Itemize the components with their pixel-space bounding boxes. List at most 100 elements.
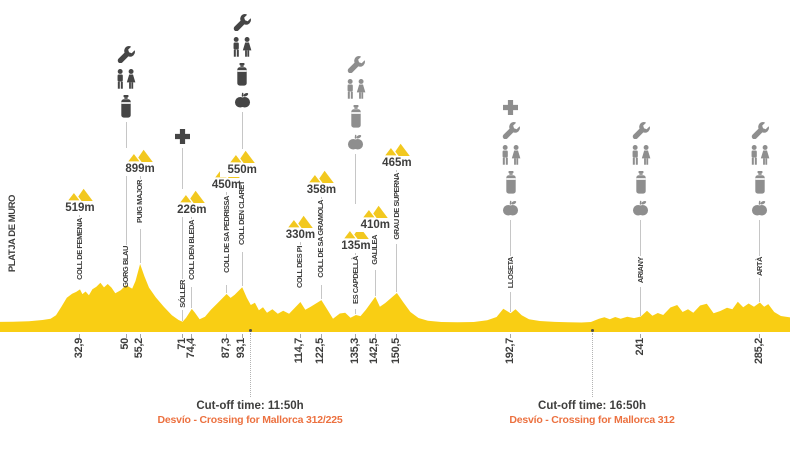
mountain-icon <box>178 189 206 203</box>
cutoff-marker-dot <box>590 329 594 332</box>
mountain-icon <box>307 169 335 183</box>
distance-label: 93,1 <box>235 338 248 359</box>
cutoff-detour-label: Desvío - Crossing for Mallorca 312 <box>509 414 675 426</box>
bottle-icon <box>635 171 647 194</box>
station-guide-line <box>396 244 398 292</box>
station-guide-line <box>241 112 243 180</box>
cross-icon <box>503 100 518 115</box>
altitude-label: 519m <box>65 202 95 214</box>
bottle-icon <box>350 105 362 128</box>
station-name-label: GALILEA <box>370 235 380 265</box>
altitude-label: 550m <box>227 164 257 176</box>
distance-label: 241 <box>633 338 646 356</box>
distance-tick <box>640 334 642 338</box>
altitude-badge: 410m <box>353 204 398 232</box>
distance-tick <box>759 334 761 338</box>
distance-label: 135,3 <box>348 338 361 365</box>
station-guide-line <box>191 286 193 308</box>
station-guide-line <box>355 309 357 314</box>
distance-label: 150,5 <box>389 338 402 365</box>
station-name-label: GORG BLAU <box>121 246 131 288</box>
wrench-icon <box>632 121 650 139</box>
bottle-icon <box>236 63 248 86</box>
altitude-label: 358m <box>306 184 337 196</box>
altitude-label: 465m <box>382 157 412 169</box>
distance-label: 50 <box>119 338 132 350</box>
station-guide-line <box>640 287 642 316</box>
distance-tick <box>299 334 301 338</box>
bottle-icon <box>754 171 766 194</box>
altitude-badge: 330m <box>278 214 323 242</box>
station-name-label: PUIG MAJOR <box>135 180 145 224</box>
distance-tick <box>510 334 512 338</box>
cutoff-dotted-line <box>592 333 593 397</box>
wrench-icon <box>347 55 365 73</box>
station-name-label: ARIANY <box>635 257 645 284</box>
station-name-label: ARTÀ <box>754 257 764 277</box>
service-icon-stack <box>227 13 257 114</box>
apple-icon <box>502 200 519 216</box>
station-name-label: SÓLLER <box>177 280 187 308</box>
altitude-label: 450m <box>211 179 242 191</box>
mountain-icon <box>66 187 94 201</box>
service-icon-stack <box>341 55 371 156</box>
distance-label: 32,9 <box>72 338 85 359</box>
service-icon-stack <box>168 129 198 150</box>
mountain-icon <box>383 142 411 156</box>
distance-label: 87,3 <box>219 338 232 359</box>
station-name-label: COLL DEN CLARET <box>237 181 247 245</box>
distance-tick <box>125 334 127 338</box>
altitude-badge: 358m <box>299 169 344 197</box>
distance-tick <box>226 334 228 338</box>
mountain-icon <box>228 149 256 163</box>
cross-icon <box>175 129 190 144</box>
mountain-icon <box>126 148 154 162</box>
elevation-profile-path <box>0 264 790 332</box>
distance-tick <box>355 334 357 338</box>
people-icon <box>500 145 522 165</box>
station-guide-line <box>510 220 512 256</box>
station-guide-line <box>374 269 376 296</box>
distance-tick <box>374 334 376 338</box>
wrench-icon <box>751 121 769 139</box>
station-guide-line <box>182 310 184 321</box>
station-name-label: GRAU DE SUPERNA <box>391 173 401 240</box>
distance-label: 285,2 <box>752 338 765 365</box>
distance-label: 114,7 <box>293 338 306 364</box>
altitude-label: 330m <box>285 229 316 241</box>
distance-label: 122,5 <box>314 338 327 365</box>
bottle-icon <box>505 171 517 194</box>
cutoff-detour-label: Desvío - Crossing for Mallorca 312/225 <box>157 414 343 426</box>
people-icon <box>345 79 367 99</box>
station-name-label: ES CAPDELLÀ <box>350 256 360 304</box>
people-icon <box>749 145 771 165</box>
distance-tick <box>182 334 184 338</box>
mountain-icon <box>286 214 314 228</box>
station-name-label: COLL DE SA GRAMOLA <box>316 200 326 278</box>
station-name-label: COLL DE FEMENIA <box>74 218 84 280</box>
station-guide-line <box>759 220 761 256</box>
distance-label: 192,7 <box>503 338 516 365</box>
cutoff-marker-dot <box>248 329 252 332</box>
apple-icon <box>234 92 251 108</box>
cutoff-time-label: Cut-off time: 11:50h <box>196 400 304 412</box>
altitude-badge: 550m <box>220 149 265 177</box>
station-name-label: LLOSETA <box>505 257 515 289</box>
altitude-badge: 519m <box>57 187 102 215</box>
people-icon <box>115 69 137 89</box>
distance-tick <box>139 334 141 338</box>
altitude-badge: 465m <box>374 142 419 170</box>
distance-tick <box>79 334 81 338</box>
people-icon <box>231 37 253 57</box>
cutoff-dotted-line <box>250 333 252 397</box>
distance-tick <box>320 334 322 338</box>
station-guide-line <box>510 291 512 313</box>
station-guide-line <box>226 285 228 293</box>
cutoff-time-label: Cut-off time: 16:50h <box>538 400 646 412</box>
station-guide-line <box>241 252 243 287</box>
station-name-label: COLL DEN BLEDA <box>186 220 196 280</box>
distance-label: 142,5 <box>368 338 381 365</box>
mountain-icon <box>361 204 389 218</box>
